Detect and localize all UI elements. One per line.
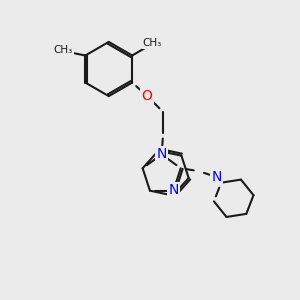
- Text: N: N: [168, 183, 178, 197]
- Text: N: N: [157, 147, 167, 161]
- Text: N: N: [212, 170, 222, 184]
- Text: CH₃: CH₃: [54, 45, 73, 55]
- Text: CH₃: CH₃: [142, 38, 162, 48]
- Text: O: O: [142, 89, 152, 103]
